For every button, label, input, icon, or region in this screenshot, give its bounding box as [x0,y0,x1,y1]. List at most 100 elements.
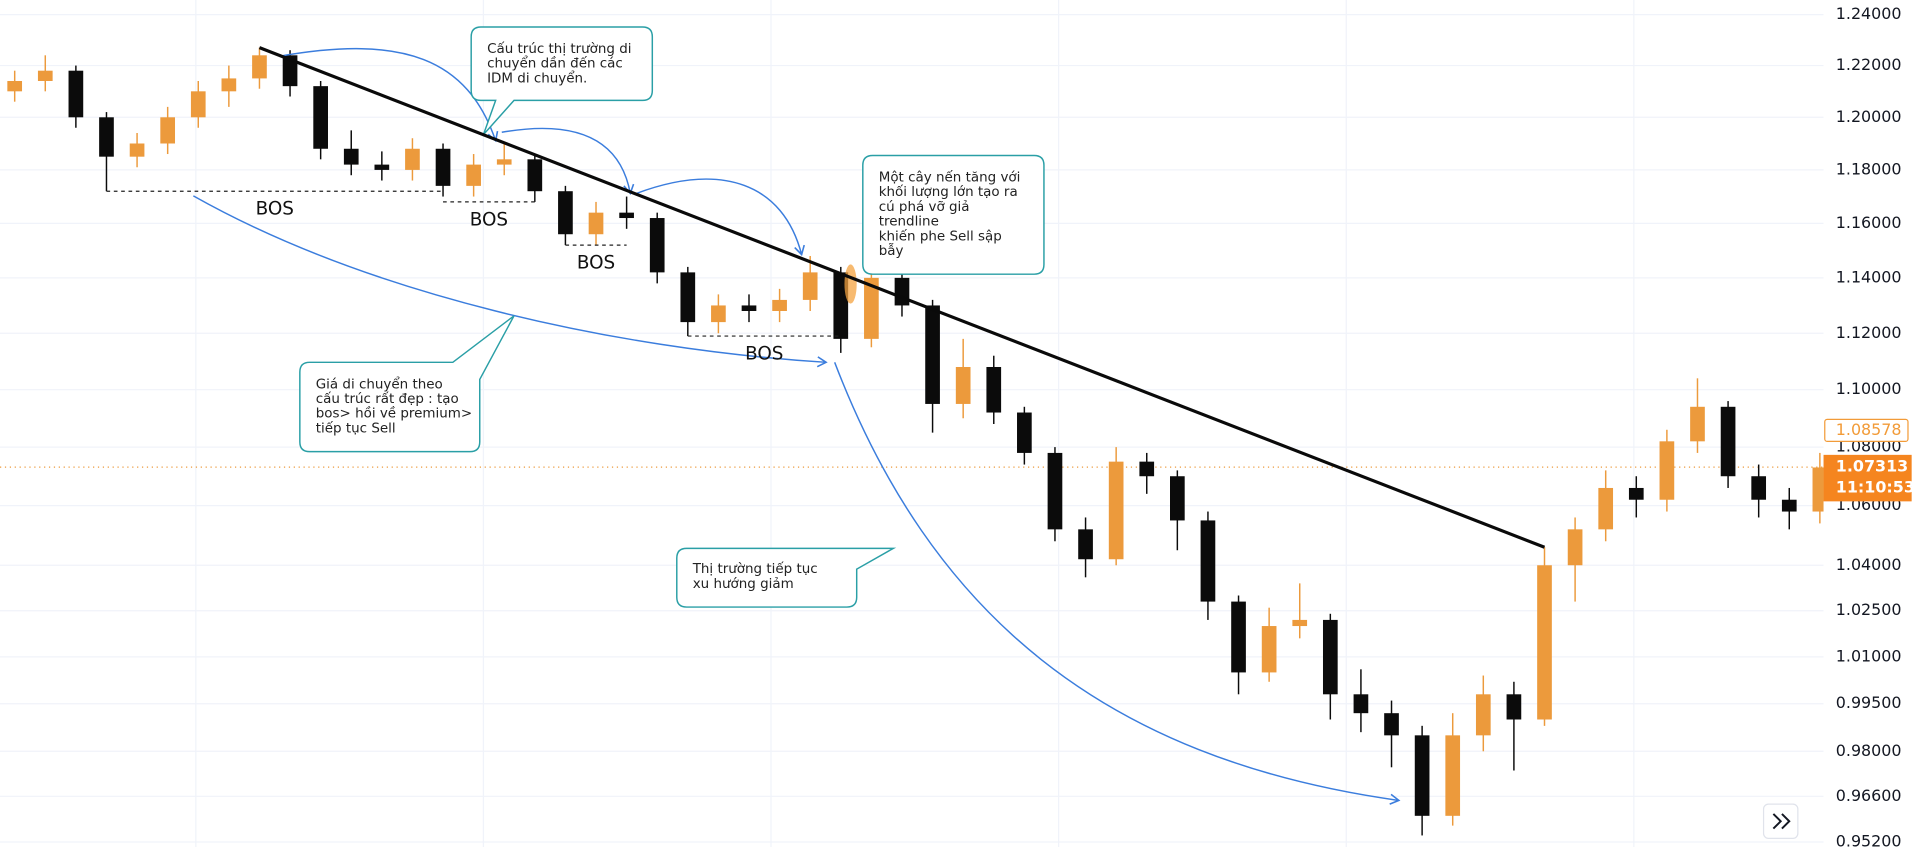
callout-box [676,547,897,608]
y-tick-label: 1.12000 [1836,323,1902,342]
candle-body [1292,619,1308,627]
candle-body [1567,529,1583,566]
candle-body [649,218,665,273]
callout-text: khiến phe Sell sập [879,227,1002,244]
callout-text: tiếp tục Sell [316,419,396,436]
candle-body [1261,626,1277,673]
candle-body [1781,499,1797,512]
y-tick-label: 0.95200 [1836,832,1902,847]
prev-price-badge [1824,418,1909,443]
callout-text: cấu trúc rất đẹp : tạo [316,391,459,407]
price-axis: 1.24000 1.22000 1.20000 1.18000 1.16000 1.140… [1823,4,1915,847]
candle-body [343,148,359,165]
callouts [299,26,1045,608]
callout-box [862,154,1045,275]
candle-body [558,191,573,235]
y-tick-label: 1.02500 [1836,600,1902,619]
y-tick-label: 1.04000 [1836,555,1902,574]
callout-text: chuyển dần đến các [487,55,623,72]
candle-body [435,148,451,186]
candle-body [282,55,298,87]
y-tick-label: 0.96600 [1836,786,1902,805]
candle-body [129,143,145,157]
overlay: Cấu trúc thị trường di chuyển dần đến cá… [106,26,1546,805]
callout-text: xu hướng giảm [693,576,794,592]
candle-body [313,86,328,149]
candle-body [1720,406,1736,477]
arrows [193,47,1401,805]
last-price-label: 1.07313 [1836,457,1908,476]
prev-price-label: 1.08578 [1836,420,1902,439]
grid [0,0,1824,847]
candle-body [986,366,1002,413]
callout-text: Thị trường tiếp tục [692,560,818,577]
callout-text: Một cây nến tăng với [879,169,1021,186]
y-tick-label: 0.99500 [1836,693,1902,712]
candle-body [711,305,726,323]
bos-label: BOS [745,343,783,364]
last-price-badge [1823,454,1912,502]
callout-text: Giá di chuyển theo [316,375,443,392]
callout-box [470,26,654,136]
candle-body [1353,694,1369,714]
candle-body [1322,619,1338,695]
candle-body [160,117,176,144]
y-tick-label: 1.20000 [1836,107,1902,126]
candle-body [68,70,84,118]
candle-body [1078,529,1093,560]
arrow [636,178,805,257]
candle-body [252,55,267,79]
candles [7,47,1828,836]
candle-body [1598,487,1614,530]
y-tick-label: 1.01000 [1836,646,1902,665]
y-tick-label: 1.16000 [1836,213,1902,232]
candle-body [894,277,910,306]
arrow [501,127,635,195]
candle-body [527,159,543,192]
candle-body [802,272,818,300]
countdown-label: 11:10:53 [1836,477,1915,496]
scroll-button[interactable] [1762,803,1799,839]
arrow [278,47,499,143]
candle-body [1108,461,1124,560]
candle-body [496,159,512,165]
candle-body [99,117,114,157]
candle-body [1690,406,1705,442]
bos-label: BOS [470,209,508,230]
candle-body [864,277,879,339]
y-tick-label: 1.22000 [1836,55,1902,74]
candle-body [1506,694,1522,720]
candle-body [955,366,971,404]
y-tick-label: 1.24000 [1836,4,1902,23]
candle-body [466,164,481,186]
y-tick-label: 1.10000 [1836,379,1902,398]
callout-text: bos> hồi về premium> [316,405,472,422]
candle-body [741,305,757,311]
candle-body [1445,735,1461,816]
candle-body [1017,412,1032,453]
candle-body [1537,565,1552,720]
callout-text: cú phá vỡ giả [879,199,970,215]
candle-body [772,299,787,311]
candle-body [1414,735,1430,816]
callout-text: khối lượng lớn tạo ra [879,183,1018,200]
candle-body [833,272,849,339]
candle-body [1170,476,1185,521]
callout-text: Cấu trúc thị trường di [487,41,631,57]
callout-text: trendline [879,215,939,230]
candle-body [221,78,237,92]
highlight-ellipse [844,264,857,304]
arrow [833,362,1401,805]
candle-body [588,212,604,235]
candle-body [925,305,940,404]
scroll-icon [1772,813,1791,830]
candle-body [619,212,634,219]
candle-body [1628,487,1644,500]
candle-body [1751,476,1767,500]
candle-body [1231,601,1246,673]
candle-body [1384,713,1399,736]
bos-label: BOS [256,199,294,220]
candle-body [374,164,390,170]
